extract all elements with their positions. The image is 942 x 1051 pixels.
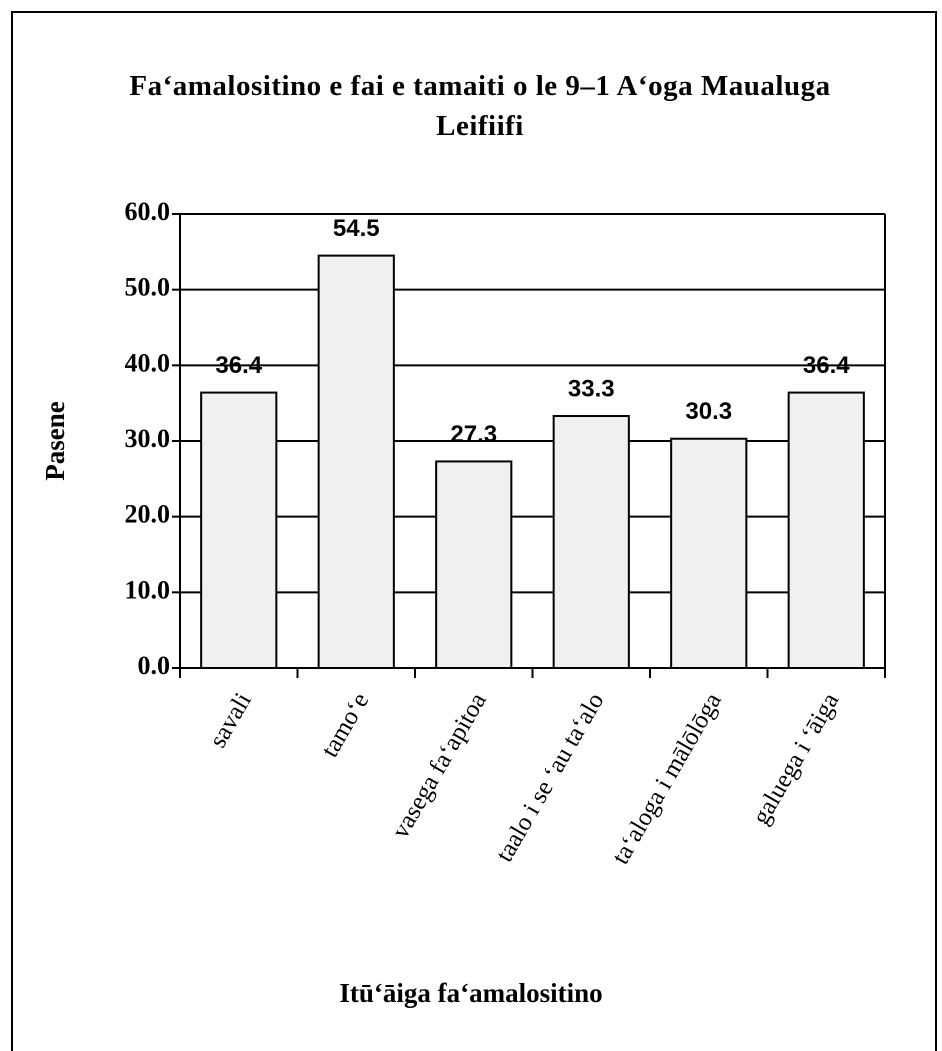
y-tick-label: 40.0 xyxy=(125,348,171,377)
value-label: 54.5 xyxy=(333,215,380,242)
y-tick-label: 10.0 xyxy=(125,575,171,604)
value-label: 36.4 xyxy=(215,352,262,379)
x-tick-label: tamo‘e xyxy=(316,688,374,762)
y-axis-label: Pasene xyxy=(40,401,70,481)
y-tick-label: 30.0 xyxy=(125,424,171,453)
x-tick-label: savali xyxy=(204,688,257,752)
value-label: 30.3 xyxy=(685,398,732,425)
x-tick-label: taalo i se ‘au ta‘alo xyxy=(491,688,609,866)
value-label: 27.3 xyxy=(450,421,497,448)
bar xyxy=(787,391,865,669)
y-tick-label: 50.0 xyxy=(125,273,171,302)
y-tick-label: 0.0 xyxy=(138,651,171,680)
bar xyxy=(435,460,513,669)
bar xyxy=(670,437,748,670)
x-tick-label: ta‘aloga i mālōlōga xyxy=(607,688,727,869)
bar xyxy=(200,391,278,669)
x-axis-label: Itū‘āiga fa‘amalositino xyxy=(339,978,602,1008)
value-label: 36.4 xyxy=(803,352,850,379)
value-label: 33.3 xyxy=(568,375,615,402)
bar xyxy=(317,254,395,669)
x-tick-label: vasega fa‘apitoa xyxy=(387,688,492,843)
bar xyxy=(552,415,630,669)
y-tick-label: 60.0 xyxy=(125,197,171,226)
x-tick-label: galuega i ‘āiga xyxy=(747,688,844,829)
frame xyxy=(11,11,937,1051)
chart-title: Fa‘amalositino e fai e tamaiti o le 9–1 … xyxy=(129,70,831,142)
y-tick-label: 20.0 xyxy=(125,500,171,529)
